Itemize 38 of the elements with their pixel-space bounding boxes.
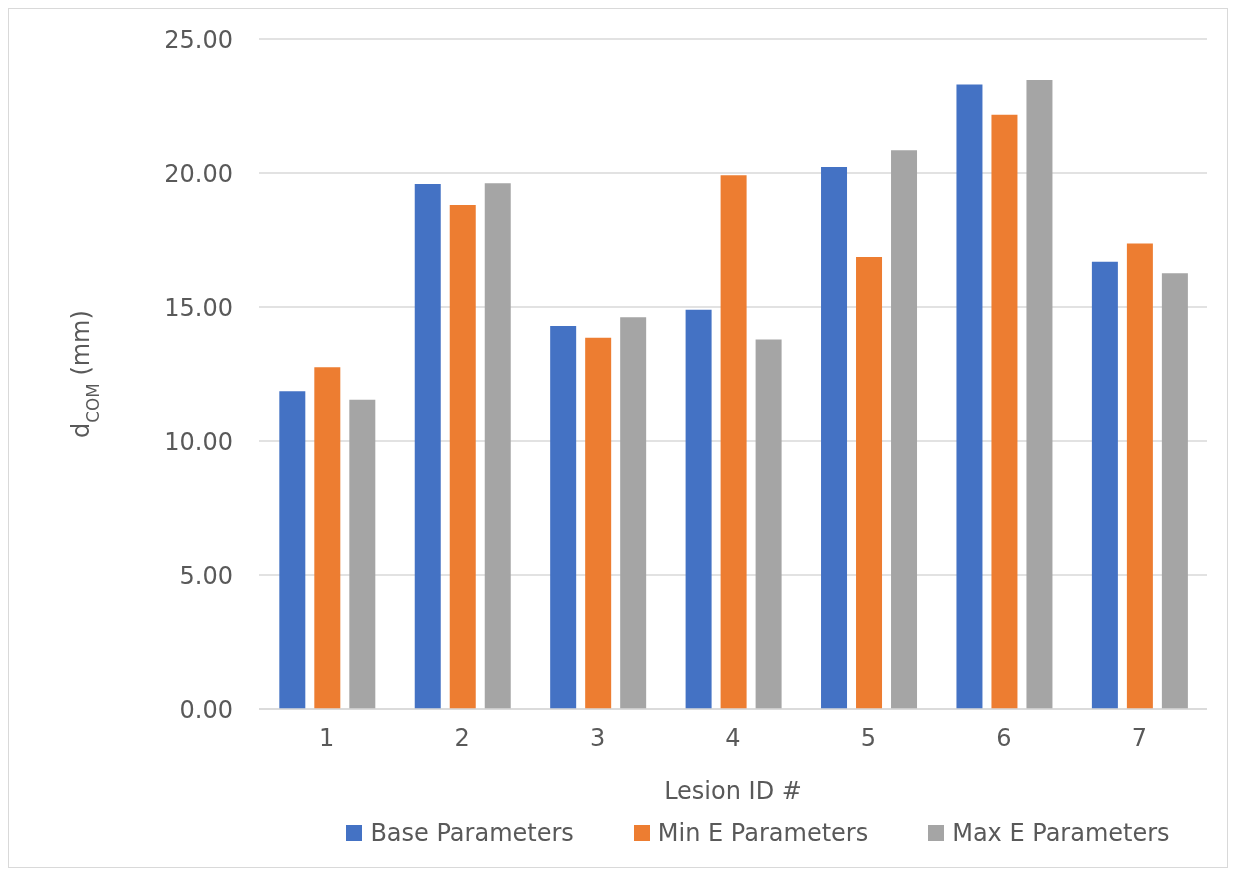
bar [755, 339, 782, 709]
legend-label: Max E Parameters [951, 819, 1170, 847]
legend-label: Base Parameters [369, 819, 574, 847]
y-tick-label: 0.00 [179, 695, 233, 724]
x-tick-label: 4 [725, 724, 741, 753]
bar [449, 204, 476, 709]
x-tick-label: 6 [996, 724, 1012, 753]
bar [314, 367, 341, 709]
bar [1126, 243, 1153, 709]
bar [1091, 261, 1118, 709]
x-axis-title: Lesion ID # [664, 777, 802, 805]
legend-label: Min E Parameters [656, 819, 869, 847]
bar [956, 84, 983, 709]
y-tick-label: 10.00 [164, 427, 233, 456]
bar [585, 337, 612, 709]
bar [720, 175, 747, 709]
bar [484, 183, 511, 709]
bar [349, 399, 376, 709]
y-tick-label: 15.00 [164, 293, 233, 322]
bar [279, 391, 306, 709]
x-tick-label: 2 [454, 724, 470, 753]
bar [821, 167, 848, 709]
bar [620, 317, 647, 709]
y-tick-label: 20.00 [164, 159, 233, 188]
bar [891, 150, 918, 709]
bar [414, 183, 441, 709]
bar [685, 309, 712, 709]
bar [550, 326, 577, 709]
x-tick-label: 3 [589, 724, 606, 753]
bar [1026, 80, 1053, 709]
bar [856, 256, 883, 709]
bar [991, 114, 1018, 709]
bar [1161, 273, 1188, 709]
y-tick-label: 5.00 [179, 561, 233, 590]
x-tick-label: 1 [319, 724, 335, 753]
y-tick-label: 25.00 [164, 25, 233, 54]
x-tick-label: 5 [860, 724, 877, 753]
x-tick-label: 7 [1131, 724, 1147, 753]
